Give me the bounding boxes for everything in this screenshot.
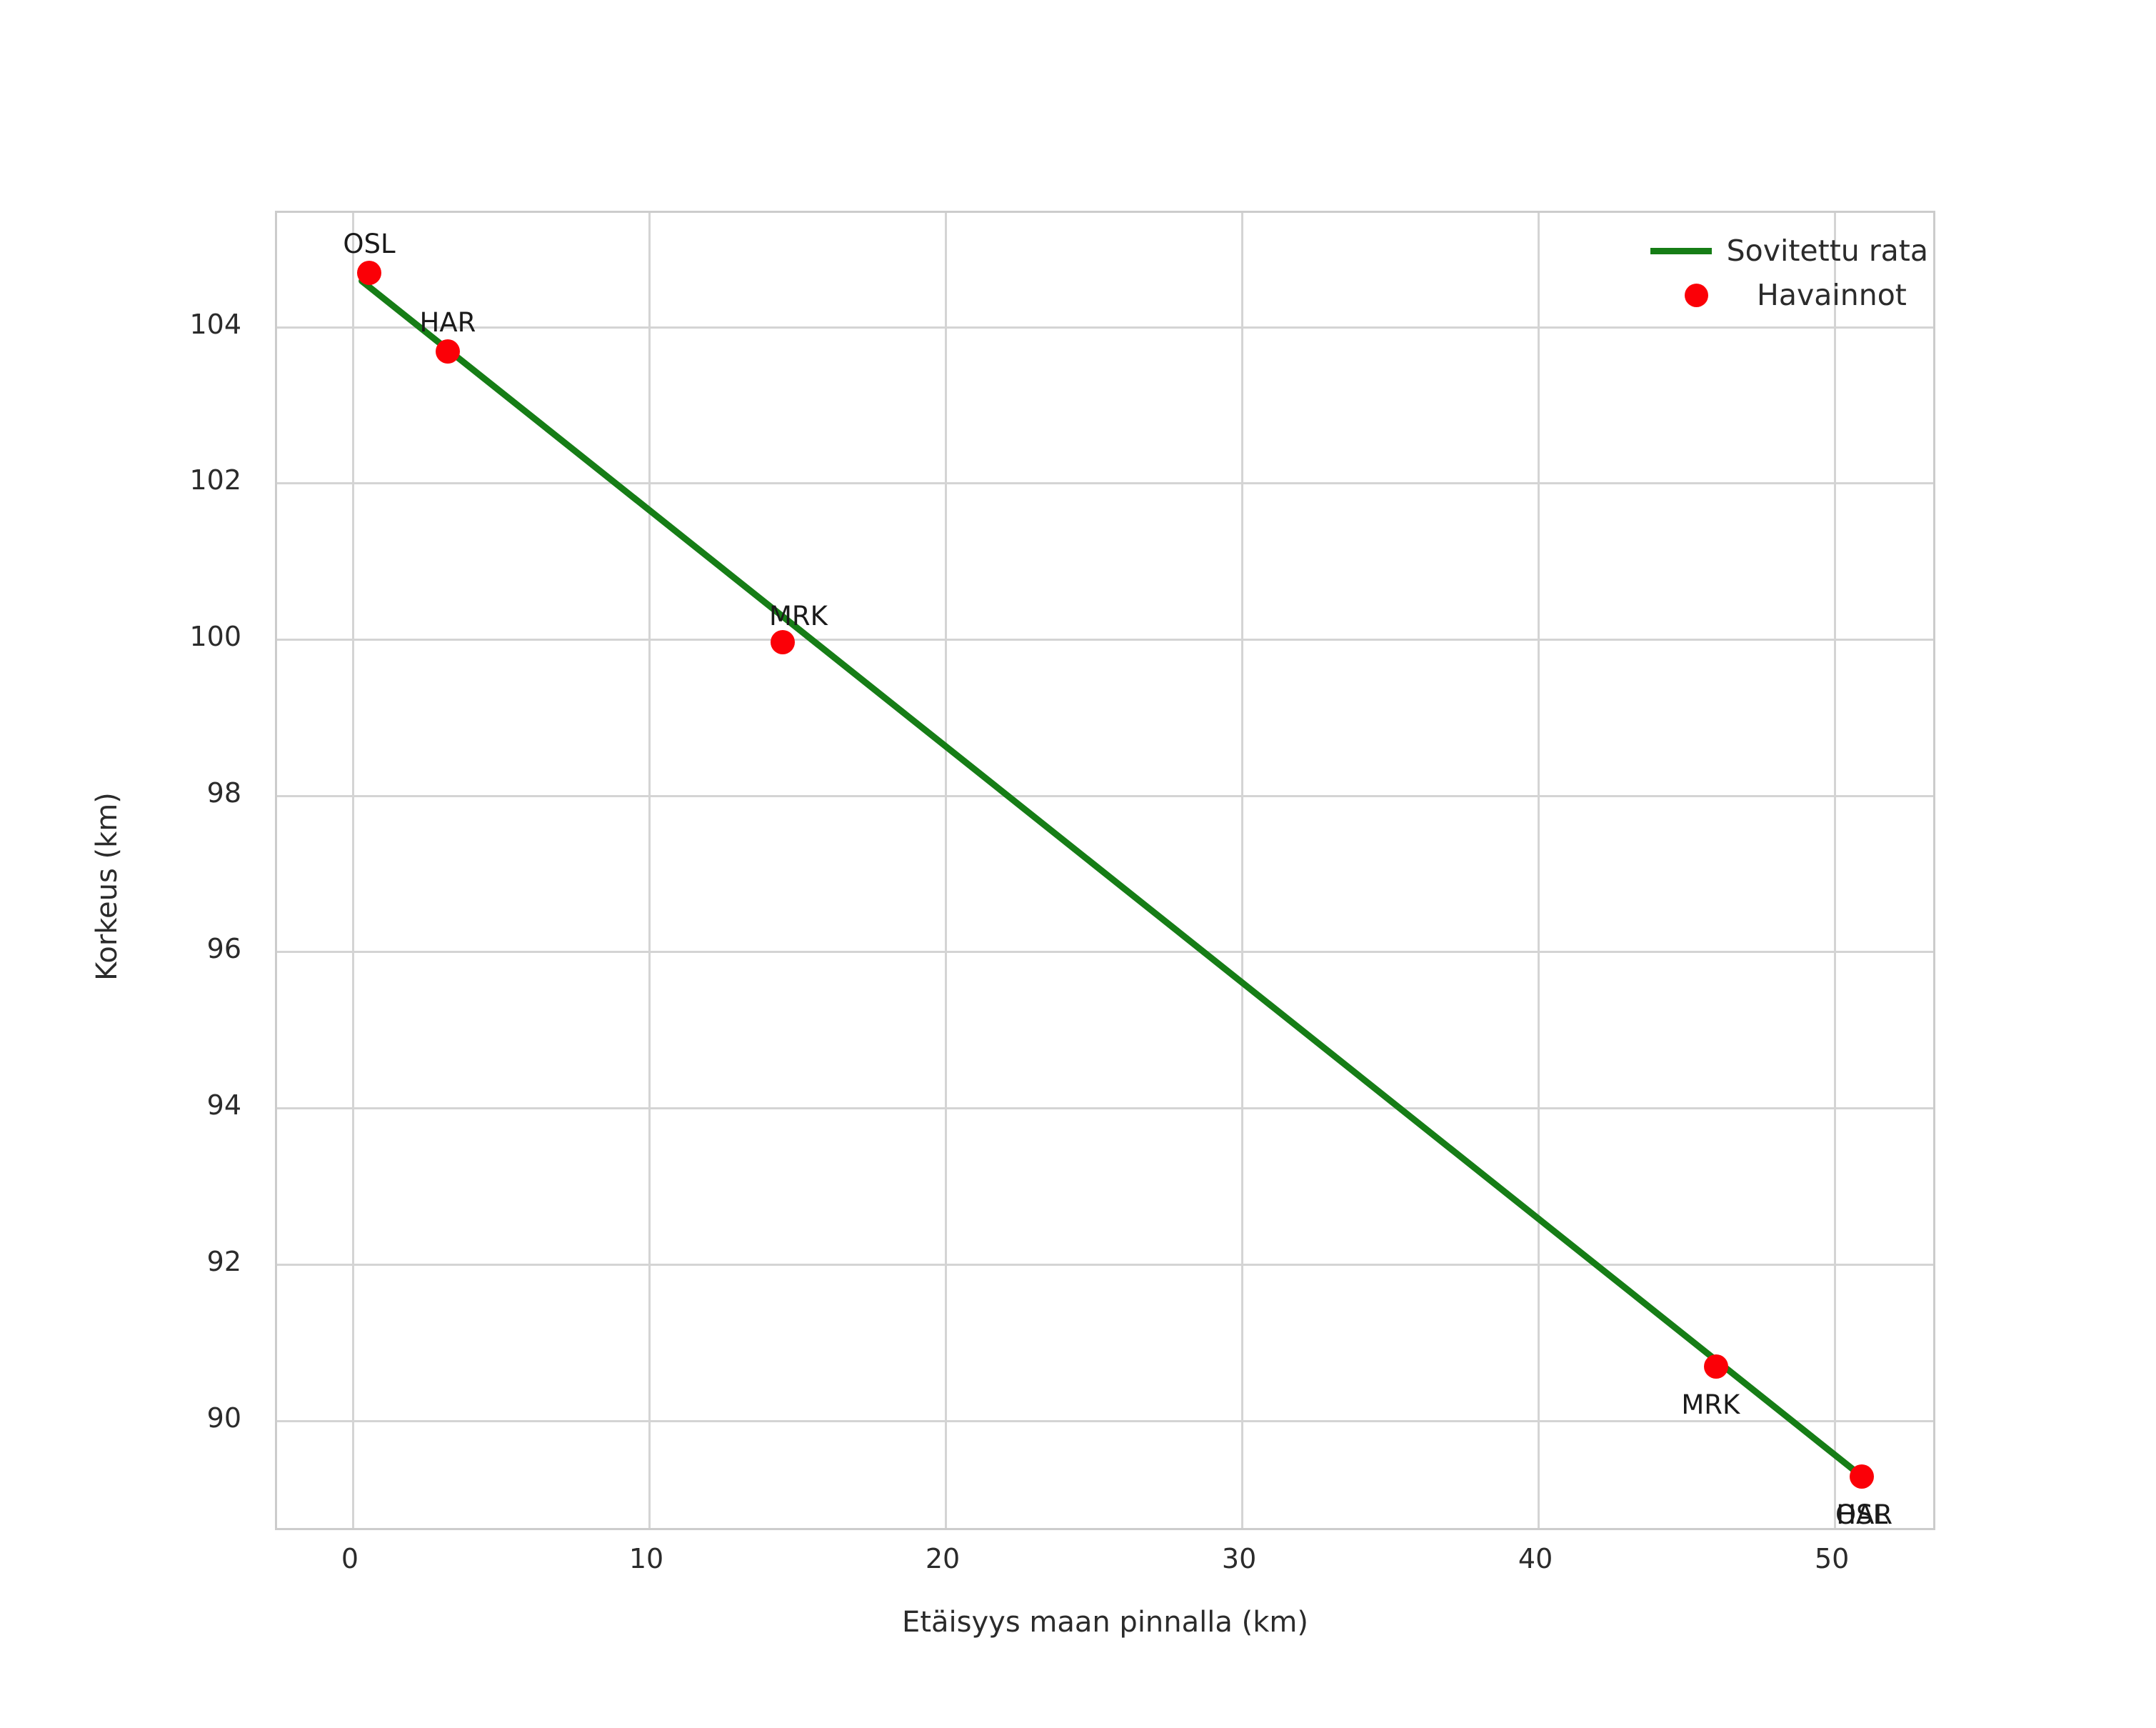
legend-line-swatch	[1643, 247, 1720, 254]
y-tick-label: 94	[206, 1089, 241, 1122]
gridline-vertical	[945, 213, 948, 1528]
observation-point-label: OSL	[343, 229, 396, 260]
gridline-horizontal	[277, 1263, 1933, 1266]
gridline-vertical	[1834, 213, 1837, 1528]
gridline-vertical	[352, 213, 354, 1528]
legend-dot-swatch	[1643, 283, 1750, 307]
y-tick-label: 92	[206, 1245, 241, 1277]
observation-point-label: MRK	[1681, 1389, 1740, 1421]
legend: Sovitettu rata Havainnot	[1643, 229, 1928, 317]
observation-point-label: HAR	[1836, 1499, 1893, 1530]
observation-point	[770, 629, 795, 654]
y-tick-label: 100	[189, 620, 241, 652]
observation-point	[1849, 1464, 1874, 1489]
x-tick-label: 30	[1221, 1543, 1257, 1574]
x-tick-label: 10	[628, 1543, 664, 1574]
y-tick-label: 102	[189, 464, 241, 496]
gridline-horizontal	[277, 482, 1933, 485]
observation-point-label: HAR	[419, 306, 476, 338]
observation-point	[356, 261, 381, 286]
y-tick-label: 104	[189, 308, 241, 340]
gridline-horizontal	[277, 794, 1933, 797]
y-tick-label: 96	[206, 933, 241, 965]
gridline-horizontal	[277, 951, 1933, 954]
gridline-horizontal	[277, 326, 1933, 329]
x-tick-label: 50	[1814, 1543, 1850, 1574]
observation-point-label: OSL	[1835, 1499, 1888, 1530]
x-tick-label: 40	[1518, 1543, 1553, 1574]
legend-label-observations: Havainnot	[1757, 278, 1907, 312]
observation-point	[435, 339, 460, 364]
observation-point	[1704, 1354, 1729, 1379]
gridline-vertical	[1241, 213, 1244, 1528]
y-axis-title: Korkeus (km)	[91, 792, 124, 981]
y-tick-label: 90	[206, 1402, 241, 1434]
legend-item-observations[interactable]: Havainnot	[1643, 273, 1928, 317]
gridline-vertical	[648, 213, 651, 1528]
gridline-horizontal	[277, 638, 1933, 641]
observation-point-label: MRK	[768, 600, 828, 631]
legend-label-fitted-line: Sovitettu rata	[1726, 234, 1928, 268]
x-tick-label: 20	[925, 1543, 961, 1574]
gridline-horizontal	[277, 1107, 1933, 1110]
y-tick-label: 98	[206, 776, 241, 809]
legend-item-fitted-line[interactable]: Sovitettu rata	[1643, 229, 1928, 273]
x-axis-title: Etäisyys maan pinnalla (km)	[902, 1606, 1308, 1639]
x-tick-label: 0	[341, 1543, 359, 1574]
gridline-vertical	[1538, 213, 1540, 1528]
plot-area	[275, 211, 1935, 1530]
